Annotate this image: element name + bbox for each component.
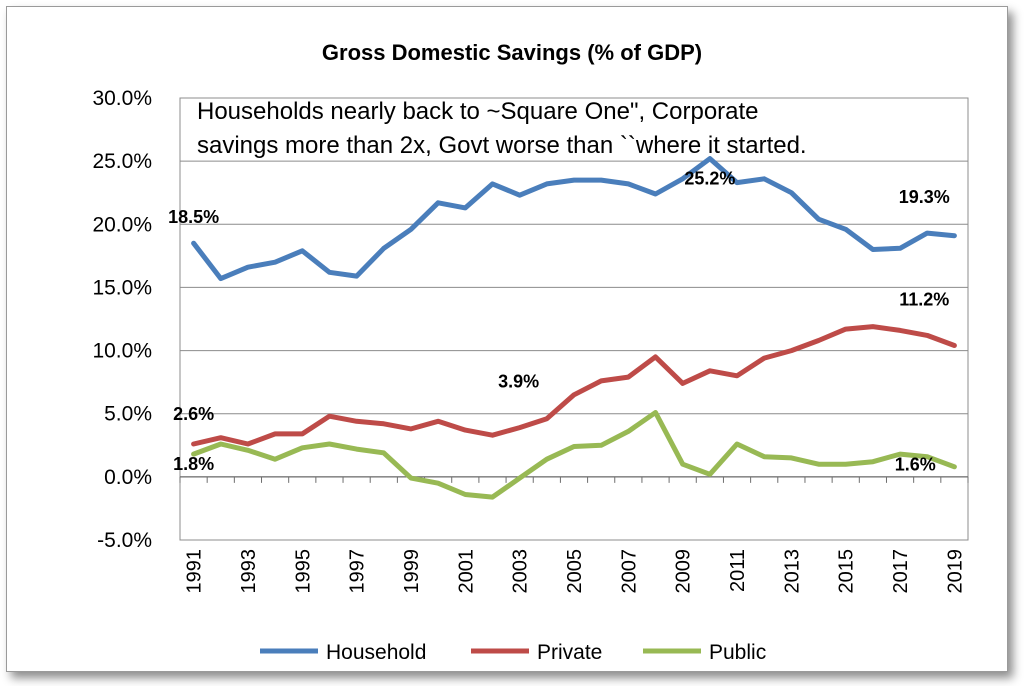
- legend: Household Private Public: [260, 641, 766, 664]
- y-tick-label: -5.0%: [97, 529, 152, 552]
- series-line-public: [191, 410, 957, 500]
- y-tick-label: 0.0%: [104, 466, 152, 489]
- y-tick-label: 10.0%: [92, 340, 152, 363]
- x-tick-label: 2013: [781, 549, 803, 594]
- y-tick-label: 5.0%: [104, 403, 152, 426]
- chart-frame: [6, 6, 1008, 672]
- data-label-household: 18.5%: [168, 207, 219, 227]
- x-tick-label: 1995: [292, 549, 314, 594]
- grid-lines: [180, 97, 968, 541]
- y-tick-label: 30.0%: [92, 87, 152, 110]
- x-tick-label: 2011: [727, 549, 749, 592]
- plot-area: [179, 97, 969, 541]
- x-tick-label: 2015: [836, 549, 858, 594]
- data-label-private: 11.2%: [899, 289, 949, 309]
- chart-annotation: Households nearly back to ~Square One", …: [197, 98, 807, 159]
- x-tick-label: 2005: [564, 549, 586, 594]
- x-axis-ticks: 1991 1993 1995 1997 1999 2001 2003 2005 2007 2009…: [179, 476, 969, 594]
- x-tick-label: 2003: [510, 549, 532, 594]
- plot-border: [179, 97, 969, 541]
- chart-title: Gross Domestic Savings (% of GDP): [322, 40, 702, 65]
- annotation-line-1: Households nearly back to ~Square One", …: [197, 98, 759, 125]
- x-tick-label: 1993: [238, 549, 260, 594]
- x-tick-label: 2019: [944, 549, 966, 594]
- x-tick-label: 1991: [184, 549, 206, 594]
- series-lines: [191, 156, 957, 500]
- data-label-household: 25.2%: [684, 169, 735, 189]
- x-tick-label: 2017: [890, 549, 912, 594]
- data-label-public: 1.6%: [895, 455, 936, 475]
- series-line-household: [191, 156, 957, 282]
- y-tick-label: 25.0%: [92, 150, 152, 173]
- data-labels: 18.5% 25.2% 19.3% 2.6% 3.9% 11.2% 1.8% 1.6%: [168, 169, 950, 475]
- legend-label-public: Public: [709, 641, 766, 664]
- x-tick-label: 2009: [673, 549, 695, 594]
- data-label-household: 19.3%: [899, 187, 950, 207]
- data-label-private: 2.6%: [173, 404, 214, 424]
- series-line-private: [191, 324, 957, 447]
- x-tick-label: 1997: [347, 549, 369, 594]
- y-tick-label: 20.0%: [92, 213, 152, 236]
- legend-label-private: Private: [537, 641, 602, 664]
- y-axis-ticks: 30.0% 25.0% 20.0% 15.0% 10.0% 5.0% 0.0% -5.0%: [92, 87, 152, 552]
- data-label-private: 3.9%: [498, 372, 539, 392]
- x-tick-label: 2001: [455, 549, 477, 594]
- x-tick-label: 2007: [618, 549, 640, 594]
- data-label-public: 1.8%: [173, 454, 214, 474]
- annotation-line-2: savings more than 2x, Govt worse than ``…: [197, 132, 807, 159]
- x-tick-label: 1999: [401, 549, 423, 594]
- legend-label-household: Household: [326, 641, 426, 664]
- y-tick-label: 15.0%: [92, 276, 152, 299]
